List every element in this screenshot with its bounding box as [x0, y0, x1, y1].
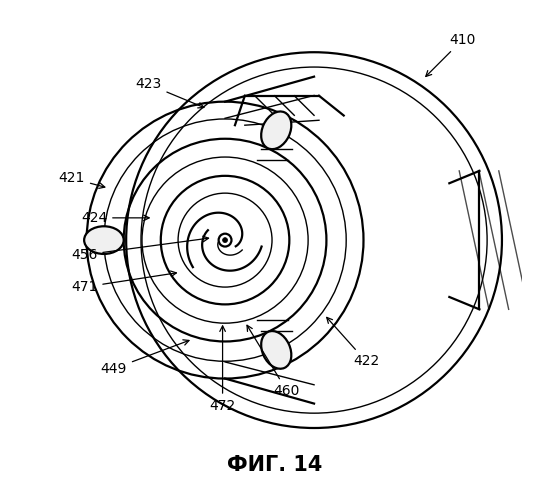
Text: 424: 424: [81, 211, 149, 225]
Text: 421: 421: [59, 172, 105, 188]
Text: 410: 410: [426, 33, 475, 76]
Text: 449: 449: [100, 340, 189, 376]
Text: ФИГ. 14: ФИГ. 14: [227, 455, 322, 475]
Text: 472: 472: [210, 326, 236, 413]
Text: 423: 423: [135, 78, 204, 108]
Text: 471: 471: [71, 271, 176, 294]
Circle shape: [222, 238, 227, 242]
Text: 422: 422: [327, 318, 379, 368]
Ellipse shape: [84, 226, 124, 254]
Ellipse shape: [261, 112, 292, 149]
Text: 460: 460: [247, 326, 300, 398]
Ellipse shape: [261, 331, 292, 369]
Text: 456: 456: [71, 236, 209, 262]
